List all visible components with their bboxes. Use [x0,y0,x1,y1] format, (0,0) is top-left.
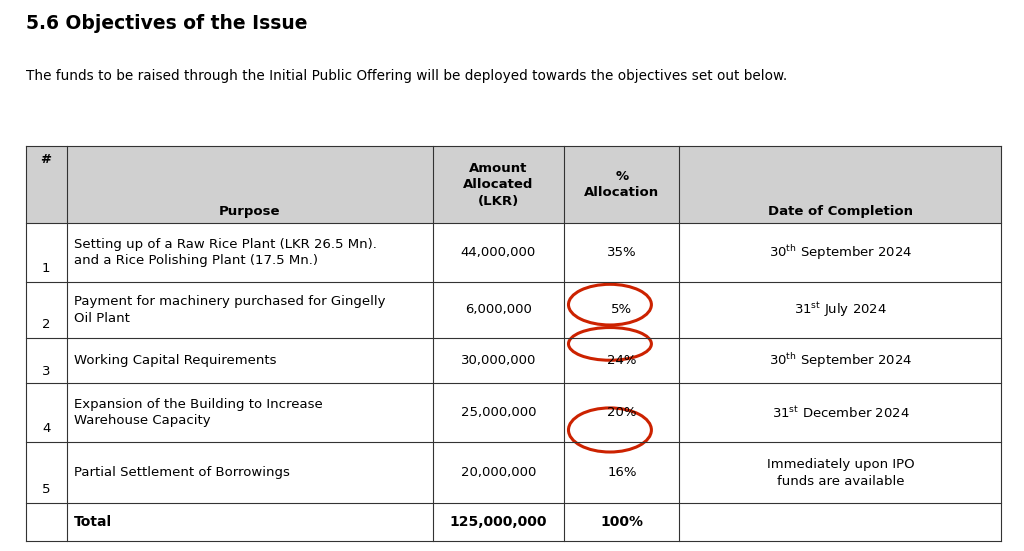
Text: 6,000,000: 6,000,000 [465,303,531,316]
Text: Setting up of a Raw Rice Plant (LKR 26.5 Mn).
and a Rice Polishing Plant (17.5 M: Setting up of a Raw Rice Plant (LKR 26.5… [74,237,377,267]
Bar [26,146,1001,223]
Text: 16%: 16% [607,466,637,479]
Text: 44,000,000: 44,000,000 [461,246,536,259]
Text: Expansion of the Building to Increase
Warehouse Capacity: Expansion of the Building to Increase Wa… [74,398,323,428]
Text: 30$^{\mathregular{th}}$ September 2024: 30$^{\mathregular{th}}$ September 2024 [769,352,912,370]
Bar [26,442,1001,503]
Text: #: # [41,153,51,166]
Text: 5.6 Objectives of the Issue: 5.6 Objectives of the Issue [26,14,307,33]
Text: Working Capital Requirements: Working Capital Requirements [74,354,276,367]
Bar [26,338,1001,383]
Text: 30$^{\mathregular{th}}$ September 2024: 30$^{\mathregular{th}}$ September 2024 [769,243,912,262]
Bar [26,223,1001,282]
Bar [26,282,1001,338]
Text: 5%: 5% [611,303,633,316]
Text: 125,000,000: 125,000,000 [450,515,547,529]
Text: 4: 4 [42,422,50,435]
Text: %
Allocation: % Allocation [585,170,659,199]
Bar [26,503,1001,541]
Text: 31$^{\mathregular{st}}$ July 2024: 31$^{\mathregular{st}}$ July 2024 [794,300,887,319]
Text: 100%: 100% [600,515,643,529]
Text: Immediately upon IPO
funds are available: Immediately upon IPO funds are available [767,457,914,488]
Text: 20%: 20% [607,406,637,419]
Text: 5: 5 [42,483,50,496]
Text: 1: 1 [42,262,50,274]
Text: Purpose: Purpose [219,204,281,218]
Text: The funds to be raised through the Initial Public Offering will be deployed towa: The funds to be raised through the Initi… [26,69,786,83]
Text: 35%: 35% [607,246,637,259]
Text: 3: 3 [42,365,50,378]
Text: Date of Completion: Date of Completion [768,204,913,218]
Text: 20,000,000: 20,000,000 [461,466,537,479]
Text: Partial Settlement of Borrowings: Partial Settlement of Borrowings [74,466,290,479]
Text: 2: 2 [42,318,50,331]
Text: Payment for machinery purchased for Gingelly
Oil Plant: Payment for machinery purchased for Ging… [74,295,385,325]
Bar [26,383,1001,442]
Text: 24%: 24% [607,354,637,367]
Text: 31$^{\mathregular{st}}$ December 2024: 31$^{\mathregular{st}}$ December 2024 [771,405,909,420]
Text: Total: Total [74,515,112,529]
Text: 25,000,000: 25,000,000 [461,406,537,419]
Text: Amount
Allocated
(LKR): Amount Allocated (LKR) [463,161,534,208]
Text: 30,000,000: 30,000,000 [461,354,537,367]
